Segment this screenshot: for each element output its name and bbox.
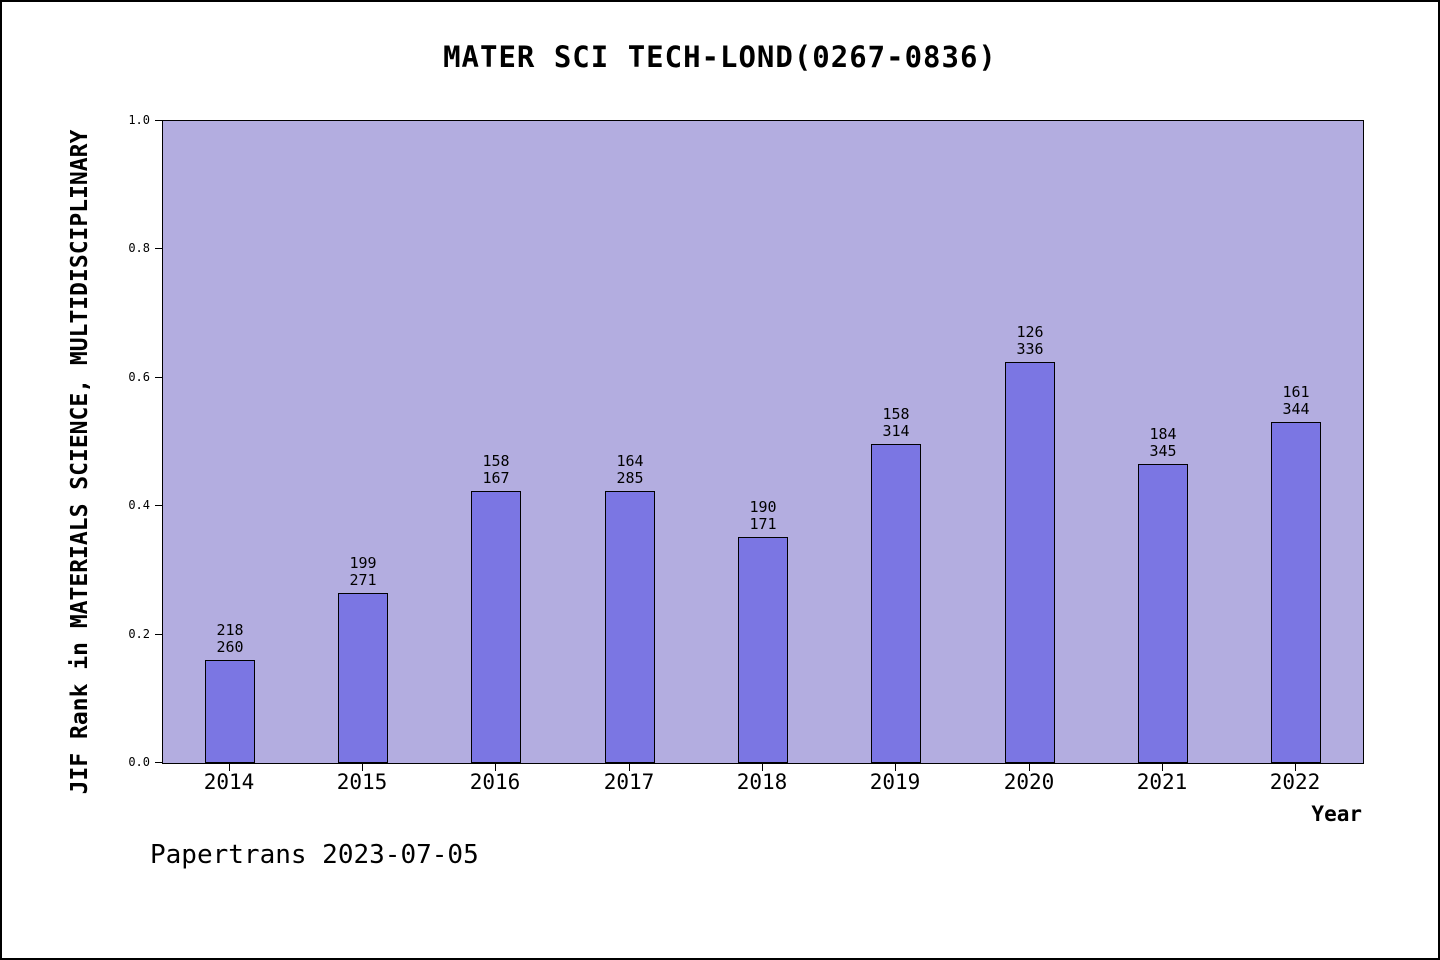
- bar-total-value: 345: [1149, 442, 1177, 460]
- plot-area: 218 260 199 271 158 167 164 285 190 171 158 314 126 3…: [162, 120, 1364, 764]
- bar-value-label: 190 171: [718, 499, 808, 533]
- x-tick-mark: [1162, 764, 1163, 771]
- bar-value-label: 126 336: [985, 324, 1075, 358]
- bar-2014: [205, 660, 255, 763]
- x-tick-mark: [895, 764, 896, 771]
- x-tick-mark: [1029, 764, 1030, 771]
- bar-rank-value: 190: [749, 498, 777, 516]
- x-axis-title: Year: [1311, 802, 1362, 826]
- bar-value-label: 158 314: [851, 406, 941, 440]
- y-tick-label: 1.0: [128, 113, 150, 127]
- bar-rank-value: 164: [616, 452, 644, 470]
- y-tick-label: 0.8: [128, 241, 150, 255]
- bar-total-value: 285: [616, 469, 644, 487]
- bar-value-label: 164 285: [585, 453, 675, 487]
- watermark-text: Papertrans 2023-07-05: [150, 840, 479, 870]
- bar-2016: [471, 491, 521, 763]
- bar-2018: [738, 537, 788, 763]
- bar-total-value: 314: [882, 422, 910, 440]
- x-tick-label-2020: 2020: [1003, 770, 1055, 794]
- y-tick-mark: [155, 248, 162, 249]
- bar-total-value: 271: [349, 571, 377, 589]
- y-tick-label: 0.2: [128, 627, 150, 641]
- y-tick-label: 0.6: [128, 370, 150, 384]
- bar-total-value: 336: [1016, 340, 1044, 358]
- x-tick-label-2019: 2019: [869, 770, 921, 794]
- bar-2019: [871, 444, 921, 763]
- bar-rank-value: 126: [1016, 323, 1044, 341]
- bar-2015: [338, 593, 388, 763]
- bar-rank-value: 184: [1149, 425, 1177, 443]
- x-tick-label-2021: 2021: [1136, 770, 1188, 794]
- y-tick-label: 0.0: [128, 755, 150, 769]
- x-tick-label-2016: 2016: [469, 770, 521, 794]
- y-tick-label: 0.4: [128, 498, 150, 512]
- bar-2020: [1005, 362, 1055, 763]
- bar-rank-value: 158: [482, 452, 510, 470]
- bar-value-label: 161 344: [1251, 384, 1341, 418]
- bar-rank-value: 158: [882, 405, 910, 423]
- y-tick-mark: [155, 505, 162, 506]
- bar-value-label: 199 271: [318, 555, 408, 589]
- bar-2022: [1271, 422, 1321, 763]
- x-tick-label-2022: 2022: [1269, 770, 1321, 794]
- bar-value-label: 184 345: [1118, 426, 1208, 460]
- y-tick-mark: [155, 377, 162, 378]
- x-tick-label-2015: 2015: [336, 770, 388, 794]
- bar-total-value: 260: [216, 638, 244, 656]
- x-tick-label-2014: 2014: [203, 770, 255, 794]
- bar-value-label: 158 167: [451, 453, 541, 487]
- x-tick-mark: [629, 764, 630, 771]
- bar-total-value: 171: [749, 515, 777, 533]
- y-tick-mark: [155, 120, 162, 121]
- chart-title: MATER SCI TECH-LOND(0267-0836): [443, 40, 997, 74]
- bar-value-label: 218 260: [185, 622, 275, 656]
- bar-rank-value: 161: [1282, 383, 1310, 401]
- x-tick-mark: [229, 764, 230, 771]
- bar-2021: [1138, 464, 1188, 763]
- x-tick-mark: [362, 764, 363, 771]
- bar-rank-value: 199: [349, 554, 377, 572]
- y-axis-title: JIF Rank in MATERIALS SCIENCE, MULTIDISC…: [67, 129, 93, 795]
- x-tick-label-2018: 2018: [736, 770, 788, 794]
- bar-2017: [605, 491, 655, 763]
- x-tick-mark: [762, 764, 763, 771]
- x-tick-label-2017: 2017: [603, 770, 655, 794]
- bar-total-value: 167: [482, 469, 510, 487]
- bar-rank-value: 218: [216, 621, 244, 639]
- x-tick-mark: [495, 764, 496, 771]
- y-tick-mark: [155, 634, 162, 635]
- x-tick-mark: [1295, 764, 1296, 771]
- bar-total-value: 344: [1282, 400, 1310, 418]
- y-tick-mark: [155, 762, 162, 763]
